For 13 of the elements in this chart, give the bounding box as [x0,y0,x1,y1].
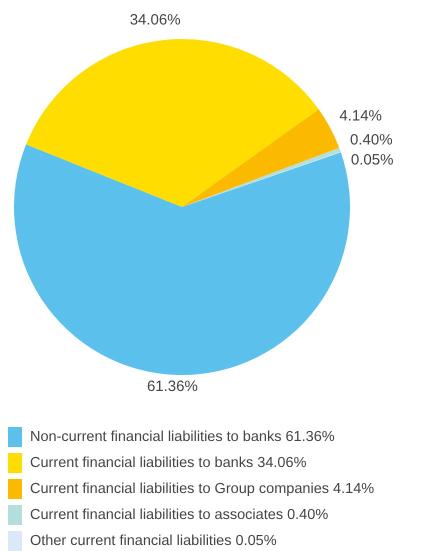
data-label: 34.06% [130,11,181,28]
data-label: 4.14% [339,107,382,124]
pie-slice [26,39,319,207]
data-label: 0.40% [350,131,393,148]
data-label: 61.36% [146,378,198,395]
pie-slice [182,109,340,207]
legend-label: Non-current financial liabilities to banks 61.36% [30,428,335,444]
legend-label: Other current financial liabilities 0.05% [30,532,277,548]
pie-slice [14,144,350,375]
legend-label: Current financial liabilities to associates 0.40% [30,506,328,522]
data-label: 0.05% [350,151,394,168]
legend-label: Current financial liabilities to Group companies 4.14% [30,480,374,496]
legend-label: Current financial liabilities to banks 34.06% [30,454,306,470]
